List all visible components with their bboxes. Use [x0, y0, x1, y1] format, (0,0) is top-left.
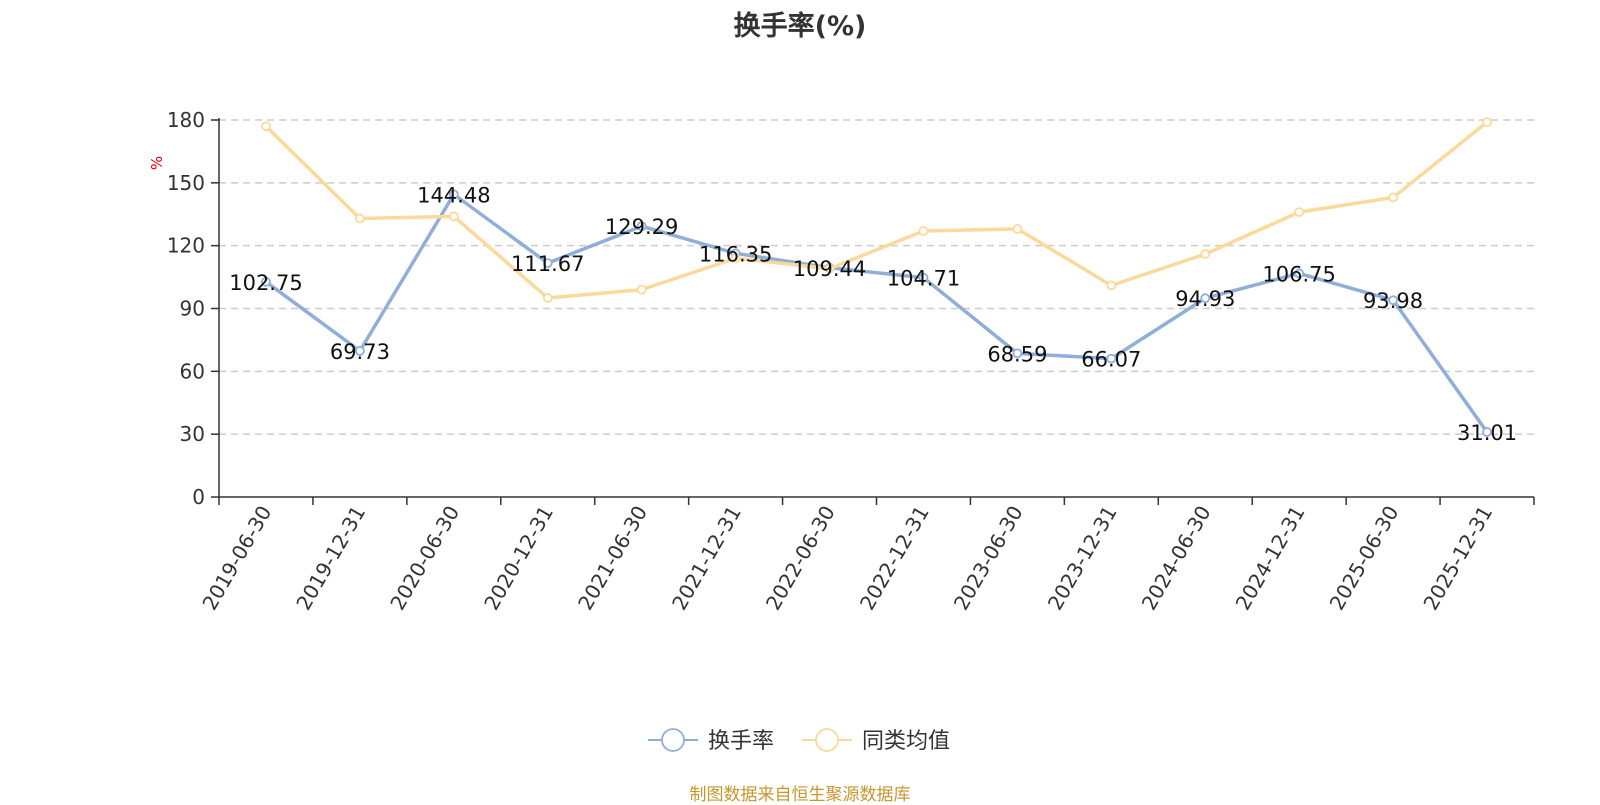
x-tick-label: 2025-06-30 [1325, 502, 1404, 615]
legend-marker-icon [661, 728, 685, 752]
data-point [1012, 348, 1023, 359]
series-line [264, 192, 1489, 434]
y-tick-label: 180 [167, 108, 205, 132]
data-label: 93.98 [1363, 289, 1423, 313]
legend-label: 换手率 [708, 729, 774, 754]
x-tick-label: 2020-06-30 [385, 502, 464, 615]
data-point [1294, 207, 1305, 218]
data-point [542, 258, 553, 269]
x-tick-label: 2024-12-31 [1231, 502, 1310, 615]
data-point [1106, 280, 1117, 291]
legend-item: 换手率 [648, 728, 774, 754]
data-label: 69.73 [330, 340, 390, 364]
grid-lines [219, 119, 1534, 435]
data-point [354, 346, 365, 356]
data-point [1200, 249, 1211, 259]
data-label: 104.71 [887, 267, 960, 291]
data-label: 94.93 [1175, 287, 1235, 311]
x-tick-label: 2023-06-30 [949, 502, 1028, 615]
data-label: 144.48 [417, 183, 490, 207]
x-tick-label: 2022-06-30 [761, 502, 840, 615]
y-tick-label: 120 [167, 234, 205, 258]
data-label: 116.35 [699, 242, 772, 266]
data-point [354, 213, 365, 224]
data-point [448, 189, 459, 200]
data-point [542, 293, 553, 303]
data-point [1294, 268, 1305, 279]
data-point [918, 272, 929, 283]
chart-title: 换手率(%) [733, 11, 867, 42]
data-label: 109.44 [793, 257, 866, 281]
data-point [1482, 427, 1492, 437]
data-point [1388, 295, 1399, 306]
series-line [264, 120, 1489, 300]
x-tick-label: 2020-12-31 [479, 502, 558, 615]
data-point [636, 284, 647, 295]
data-label: 111.67 [511, 252, 584, 276]
x-tick-label: 2024-06-30 [1137, 502, 1216, 615]
data-label: 102.75 [229, 271, 302, 295]
data-label: 31.01 [1457, 421, 1517, 445]
data-point [1482, 117, 1492, 127]
x-tick-label: 2019-06-30 [197, 502, 276, 615]
legend-marker-icon [815, 728, 839, 752]
data-point [1106, 353, 1117, 364]
data-label: 106.75 [1262, 262, 1335, 286]
data-point [1012, 224, 1023, 234]
y-tick-label: 30 [180, 422, 205, 446]
x-tick-label: 2022-12-31 [855, 502, 934, 615]
x-tick-label: 2025-12-31 [1418, 502, 1497, 615]
source-note: 制图数据来自恒生聚源数据库 [689, 785, 911, 805]
data-point [918, 226, 929, 236]
data-point [448, 211, 459, 222]
y-tick-label: 150 [167, 171, 205, 195]
x-tick-label: 2019-12-31 [291, 502, 370, 615]
legend-item: 同类均值 [802, 728, 950, 754]
y-tick-label: 60 [180, 359, 205, 383]
data-point [261, 121, 271, 132]
y-axis-unit: % [148, 156, 166, 170]
x-tick-label: 2021-12-31 [667, 502, 746, 615]
data-point [1388, 192, 1399, 203]
data-label: 66.07 [1081, 348, 1141, 372]
data-label: 68.59 [987, 342, 1047, 366]
y-tick-label: 90 [180, 297, 205, 321]
legend-label: 同类均值 [862, 729, 950, 754]
data-point [261, 276, 271, 287]
y-tick-label: 0 [192, 485, 205, 509]
x-tick-label: 2023-12-31 [1043, 502, 1122, 615]
x-tick-label: 2021-06-30 [573, 502, 652, 615]
data-point [1200, 293, 1211, 304]
data-point [824, 263, 835, 274]
data-labels: 102.75 69.73 144.48 111.67 129.29 116.35 109.4… [229, 183, 1517, 445]
legend: 换手率 同类均值 [648, 728, 950, 754]
series-lines [261, 117, 1492, 437]
data-point [636, 221, 647, 232]
data-label: 129.29 [605, 215, 678, 239]
data-point [730, 253, 741, 264]
